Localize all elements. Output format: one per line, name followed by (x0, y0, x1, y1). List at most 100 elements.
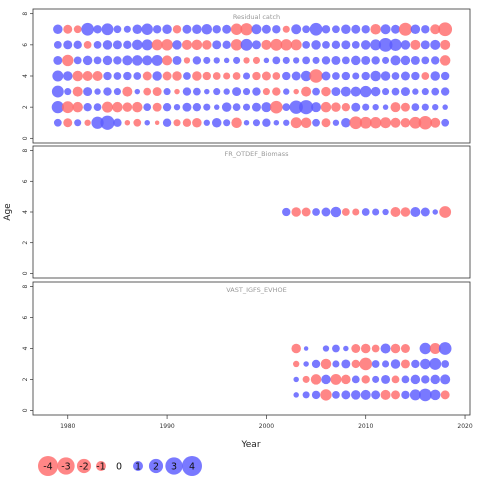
residual-bubble (361, 71, 370, 81)
residual-bubble (352, 72, 360, 80)
residual-bubble (151, 54, 163, 66)
residual-bubble (421, 88, 429, 96)
residual-bubble (273, 120, 280, 126)
residual-bubble (341, 102, 351, 112)
residual-bubble (162, 118, 172, 127)
residual-bubble (293, 376, 299, 383)
residual-bubble (204, 88, 210, 95)
residual-bubble (312, 56, 320, 64)
residual-bubble (372, 104, 379, 111)
residual-bubble (141, 23, 153, 35)
residual-bubble (372, 375, 380, 383)
residual-bubble (291, 24, 302, 35)
residual-bubble (303, 361, 309, 367)
residual-bubble (362, 103, 370, 111)
residual-bubble (152, 87, 162, 97)
residual-bubble (192, 71, 202, 81)
residual-bubble (341, 71, 351, 81)
residual-bubble (100, 115, 115, 130)
residual-bubble (309, 22, 323, 36)
residual-bubble (223, 57, 230, 64)
residual-bubble (221, 102, 232, 112)
residual-bubble (312, 118, 320, 127)
residual-bubble (92, 71, 103, 81)
residual-bubble (382, 208, 389, 216)
residual-bubble (132, 101, 143, 113)
y-tick-label: 8 (22, 285, 29, 289)
residual-bubble (370, 39, 382, 51)
residual-bubble (72, 70, 83, 82)
residual-bubble (223, 119, 231, 127)
residual-bubble (400, 359, 410, 369)
residual-bubble (191, 39, 203, 51)
residual-bubble (421, 72, 430, 80)
residual-bubble (341, 374, 351, 385)
residual-bubble (141, 39, 153, 51)
residual-bubble (300, 70, 312, 82)
residual-bubble (102, 55, 113, 66)
residual-bubble (330, 373, 342, 385)
residual-bubble (91, 116, 104, 129)
residual-bubble (411, 71, 420, 81)
panel-title: FR_OTDEF_Biomass (224, 150, 289, 158)
panel-1: Residual catch 0 2 4 6 8 (22, 8, 471, 144)
residual-bubble (122, 86, 133, 97)
residual-bubble (63, 118, 73, 128)
residual-bubble (183, 72, 191, 80)
residual-bubble (382, 56, 390, 64)
residual-bubble (352, 208, 360, 216)
residual-bubble (380, 389, 391, 400)
residual-bubble (382, 104, 389, 110)
residual-bubble (283, 119, 290, 126)
residual-bubble (182, 118, 192, 127)
residual-bubble (400, 118, 411, 128)
residual-bubble (331, 55, 341, 65)
residual-bubble (341, 118, 351, 128)
residual-bubble (262, 118, 271, 127)
residual-bubble (442, 104, 448, 110)
residual-bubble (430, 71, 440, 81)
residual-bubble (291, 207, 301, 217)
residual-bubble (321, 86, 331, 97)
legend-label: 4 (189, 462, 195, 473)
residual-bubble (84, 119, 91, 126)
legend-bubble (133, 461, 143, 471)
residual-bubble (83, 102, 92, 112)
residual-bubble (302, 56, 310, 65)
residual-bubble (73, 25, 82, 34)
residual-bubble (93, 56, 102, 65)
residual-bubble (311, 390, 321, 400)
residual-bubble (101, 23, 114, 36)
residual-bubble (361, 375, 370, 384)
residual-bubble (421, 56, 430, 65)
residual-bubble (283, 88, 290, 95)
residual-bubble (252, 119, 261, 127)
x-tick-label: 2000 (259, 423, 274, 430)
residual-bubble (202, 40, 212, 50)
residual-bubble (103, 71, 112, 81)
panel-title: Residual catch (233, 13, 280, 21)
residual-bubble (400, 87, 410, 97)
legend-label: 3 (171, 462, 177, 473)
y-tick-label: 8 (22, 12, 29, 16)
residual-bubble (290, 117, 302, 129)
residual-bubble (371, 344, 380, 353)
legend-bubble (182, 456, 202, 476)
residual-bubble (53, 55, 63, 65)
residual-bubble (123, 40, 132, 50)
residual-bubble (441, 360, 450, 368)
residual-bubble (122, 55, 133, 66)
residual-bubble (302, 391, 310, 399)
residual-bubble (192, 118, 202, 128)
residual-bubble (52, 70, 64, 82)
residual-bubble (321, 71, 331, 81)
residual-bubble (162, 55, 173, 66)
residual-bubble (310, 374, 322, 385)
residual-bubble (301, 207, 311, 217)
residual-bubble (83, 87, 93, 97)
residual-bubble (390, 55, 401, 66)
legend-label: -3 (61, 462, 70, 473)
residual-bubble (400, 55, 411, 66)
residual-bubble (124, 120, 131, 126)
legend-label: -1 (96, 462, 105, 473)
